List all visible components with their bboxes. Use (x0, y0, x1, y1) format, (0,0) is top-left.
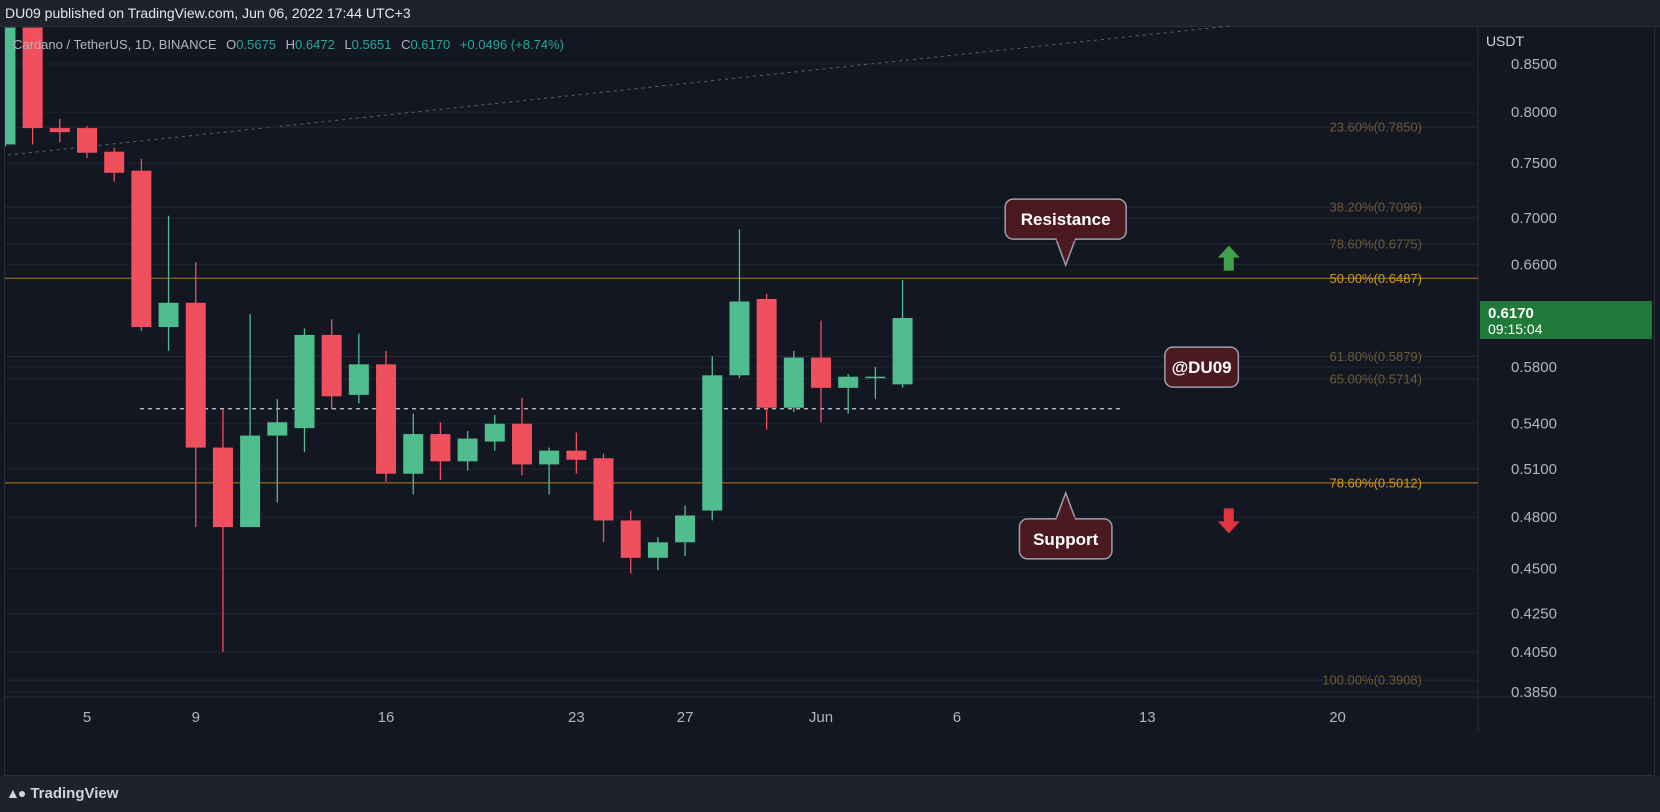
candle-body-up (294, 334, 315, 429)
price-tick-label: 0.4800 (1511, 509, 1557, 526)
high-label: H (285, 37, 296, 52)
symbol-legend: Cardano / TetherUS, 1D, BINANCE O0.5675 … (13, 37, 564, 52)
arrow-up-icon (1217, 245, 1240, 271)
trend-line-upper (7, 25, 1231, 156)
candle-body-up (539, 450, 560, 465)
fib-level-label: 61.80%(0.5879) (1329, 349, 1422, 364)
price-tick-label: 0.4050 (1511, 644, 1557, 661)
fib-level-label: 100.00%(0.3908) (1322, 673, 1422, 688)
candle-body-down (131, 170, 152, 328)
candle-body-down (756, 298, 777, 408)
time-tick-label: 27 (677, 709, 694, 726)
candle-body-down (511, 423, 532, 465)
arrow-down-icon (1217, 508, 1240, 534)
candle-body-down (49, 128, 70, 133)
low-value: 0.5651 (351, 37, 392, 52)
callout-du09-box (1164, 346, 1240, 388)
callout-resistance-label: Resistance (1021, 210, 1111, 229)
chart-frame (4, 26, 1655, 776)
candle-body-down (212, 447, 233, 528)
close-value: 0.6170 (410, 37, 451, 52)
fib-level-label: 23.60%(0.7850) (1329, 120, 1422, 135)
candle-body-down (566, 450, 587, 460)
footer-bar: ▲● TradingView (0, 776, 1660, 812)
candle-body-up (457, 438, 478, 462)
callout-du09-label: @DU09 (1172, 358, 1232, 377)
brand-label: TradingView (30, 785, 119, 802)
fib-level-label: 38.20%(0.7096) (1329, 200, 1422, 215)
candle-body-down (77, 128, 97, 153)
fib-level-label: 78.60%(0.6775) (1329, 236, 1422, 251)
price-tick-label: 0.5400 (1511, 416, 1557, 433)
candle-body-up (240, 435, 261, 528)
time-tick-label: 16 (378, 709, 395, 726)
price-axis-unit: USDT (1486, 33, 1525, 49)
candle-body-down (811, 357, 832, 388)
callout-resistance-joint (1056, 236, 1075, 242)
candle-body-up (267, 422, 288, 436)
candle-body-up (5, 27, 16, 145)
tradingview-logo[interactable]: ▲● TradingView (6, 785, 118, 802)
change-value: +0.0496 (+8.74%) (459, 37, 564, 52)
price-tick-label: 0.5100 (1511, 461, 1557, 478)
candle-body-up (729, 301, 750, 376)
candle-body-down (321, 334, 342, 397)
candle-body-up (838, 376, 859, 388)
fib-level-label: 78.60%(0.5012) (1329, 475, 1422, 490)
fib-level-label: 65.00%(0.5714) (1329, 371, 1422, 386)
price-tick-label: 0.8500 (1511, 56, 1557, 73)
candle-body-down (376, 364, 397, 474)
symbol-name: Cardano / TetherUS, 1D, BINANCE (13, 37, 217, 52)
close-label: C (401, 37, 411, 52)
candle-body-up (158, 302, 179, 328)
open-value: 0.5675 (236, 37, 277, 52)
time-tick-label: 9 (192, 709, 200, 726)
candles-group (5, 27, 913, 652)
candle-body-up (348, 364, 369, 395)
price-tag-countdown: 09:15:04 (1488, 321, 1543, 337)
callout-support-pointer (1054, 490, 1077, 521)
price-tick-label: 0.8000 (1511, 104, 1557, 121)
price-tick-label: 0.3850 (1511, 684, 1557, 701)
candle-body-down (430, 434, 451, 462)
time-tick-label: 20 (1329, 709, 1346, 726)
price-tag-value: 0.6170 (1488, 305, 1534, 322)
candle-body-up (403, 434, 424, 474)
candle-body-down (104, 151, 125, 173)
open-label: O (226, 37, 237, 52)
time-tick-label: 23 (568, 709, 585, 726)
candle-body-up (702, 375, 723, 511)
candle-body-up (783, 357, 804, 408)
callout-support-label: Support (1033, 530, 1098, 549)
candle-body-up (647, 542, 668, 558)
time-tick-label: 13 (1139, 709, 1156, 726)
candle-body-up (484, 423, 505, 442)
tradingview-logo-icon: ▲● (6, 785, 26, 801)
callout-support-joint (1056, 516, 1075, 522)
high-value: 0.6472 (295, 37, 335, 52)
price-tick-label: 0.7000 (1511, 210, 1557, 227)
candle-body-down (620, 520, 641, 558)
time-tick-label: 6 (953, 709, 961, 726)
candle-body-up (675, 515, 696, 543)
time-tick-label: 5 (83, 709, 91, 726)
low-label: L (344, 37, 352, 52)
fib-level-label: 50.00%(0.6487) (1329, 271, 1422, 286)
price-tick-label: 0.4500 (1511, 560, 1557, 577)
price-tick-label: 0.4250 (1511, 606, 1557, 623)
candle-body-up (892, 318, 913, 385)
publish-info: DU09 published on TradingView.com, Jun 0… (5, 5, 411, 21)
candle-body-down (22, 27, 43, 129)
price-tick-label: 0.7500 (1511, 155, 1557, 172)
price-tag-box (1480, 301, 1652, 340)
candle-body-down (593, 458, 614, 521)
callout-resistance-pointer (1054, 237, 1077, 268)
candle-body-up (865, 376, 886, 379)
price-tick-label: 0.5800 (1511, 359, 1557, 376)
time-tick-label: Jun (809, 709, 833, 726)
price-tick-label: 0.6600 (1511, 257, 1557, 274)
candle-body-down (185, 302, 206, 448)
candlestick-chart[interactable]: 23.60%(0.7850) 38.20%(0.7096) 78.60%(0.677… (0, 0, 1660, 776)
